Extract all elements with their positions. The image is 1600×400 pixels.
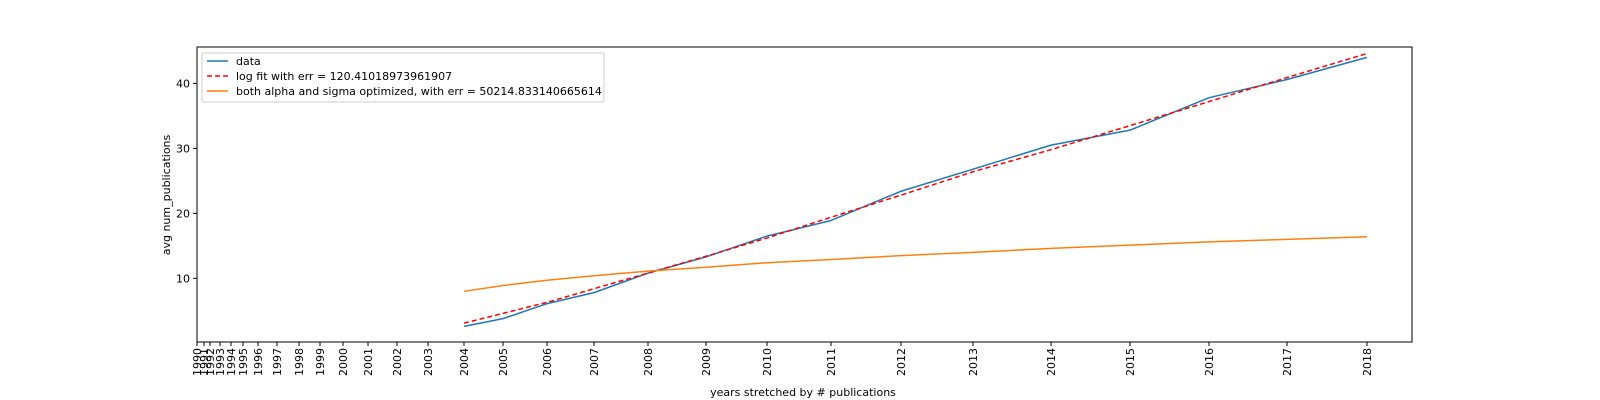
- x-tick-label: 2003: [422, 348, 435, 376]
- x-tick-label: 1992: [204, 348, 217, 376]
- series-line-0: [463, 56, 1368, 328]
- x-tick-label: 1994: [225, 348, 238, 376]
- x-tick-label: 2011: [825, 348, 838, 376]
- x-tick-label: 2000: [337, 348, 350, 376]
- y-tick-label: 30: [176, 142, 190, 155]
- x-tick-label: 2015: [1124, 348, 1137, 376]
- x-tick-label: 2004: [458, 348, 471, 376]
- legend-box: [201, 52, 605, 103]
- x-tick-label: 2005: [497, 348, 510, 376]
- x-tick-label: 2018: [1361, 348, 1374, 376]
- x-tick-label: 1998: [293, 348, 306, 376]
- legend: data log fit with err = 120.4101897396190…: [201, 52, 605, 103]
- x-tick-label: 2002: [391, 348, 404, 376]
- x-tick-label: 1990: [191, 348, 204, 376]
- x-tick-label: 1999: [314, 348, 327, 376]
- x-tick-label: 2008: [642, 348, 655, 376]
- x-tick-label: 2010: [761, 348, 774, 376]
- legend-label-0: data: [236, 55, 261, 68]
- y-axis: 10 20 30 40: [176, 77, 197, 285]
- series-layer: [463, 52, 1368, 328]
- x-tick-label: 1995: [237, 348, 250, 376]
- y-tick-label: 10: [176, 272, 190, 285]
- x-tick-label: 2013: [967, 348, 980, 376]
- plot-area: [196, 46, 1413, 343]
- x-tick-label: 2016: [1203, 348, 1216, 376]
- y-tick-label: 40: [176, 77, 190, 90]
- x-axis-label: years stretched by # publications: [710, 386, 896, 399]
- legend-label-1: log fit with err = 120.41018973961907: [236, 70, 452, 83]
- x-tick-label: 2009: [700, 348, 713, 376]
- series-line-2: [463, 235, 1368, 293]
- x-tick-label: 2006: [541, 348, 554, 376]
- legend-label-2: both alpha and sigma optimized, with err…: [236, 85, 602, 98]
- x-tick-label: 1996: [252, 348, 265, 376]
- x-tick-label: 1997: [271, 348, 284, 376]
- x-tick-label: 2017: [1281, 348, 1294, 376]
- x-tick-label: 2012: [895, 348, 908, 376]
- x-tick-label: 1991: [198, 348, 211, 376]
- x-tick-label: 2001: [362, 348, 375, 376]
- x-tick-label: 2007: [588, 348, 601, 376]
- plot-frame: [196, 46, 1413, 343]
- x-tick-label: 2014: [1045, 348, 1058, 376]
- x-tick-label: 1993: [214, 348, 227, 376]
- y-axis-label: avg num_publications: [160, 134, 173, 255]
- y-tick-label: 20: [176, 207, 190, 220]
